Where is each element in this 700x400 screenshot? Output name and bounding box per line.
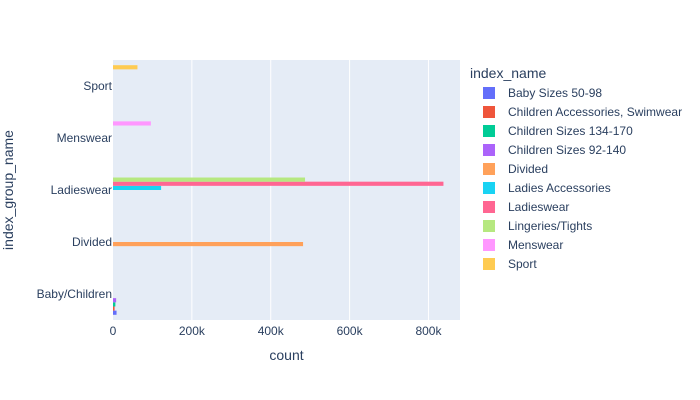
x-tick-labels: 0 200k 400k 600k 800k: [110, 324, 443, 338]
legend-swatch[interactable]: [483, 144, 495, 156]
y-axis-title: index_group_name: [0, 130, 16, 250]
legend-swatch[interactable]: [483, 163, 495, 175]
legend-label[interactable]: Children Sizes 134-170: [508, 124, 633, 138]
legend-label[interactable]: Menswear: [508, 238, 563, 252]
x-tick-label: 800k: [415, 324, 442, 338]
legend-swatch[interactable]: [483, 220, 495, 232]
legend-swatch[interactable]: [483, 182, 495, 194]
legend-label[interactable]: Divided: [508, 162, 548, 176]
bar[interactable]: [113, 181, 444, 186]
legend-swatch[interactable]: [483, 125, 495, 137]
legend-swatch[interactable]: [483, 201, 495, 213]
bar[interactable]: [113, 310, 117, 315]
legend-label[interactable]: Baby Sizes 50-98: [508, 86, 602, 100]
y-tick-label: Sport: [83, 79, 112, 93]
bar[interactable]: [113, 185, 162, 190]
legend-swatch[interactable]: [483, 87, 495, 99]
bar[interactable]: [113, 302, 116, 307]
legend: Baby Sizes 50-98 Children Accessories, Sw…: [483, 86, 682, 271]
legend-label[interactable]: Lingeries/Tights: [508, 219, 592, 233]
y-tick-label: Ladieswear: [51, 183, 112, 197]
legend-title: index_name: [470, 65, 546, 81]
x-tick-label: 0: [110, 324, 117, 338]
y-tick-label: Baby/Children: [37, 287, 112, 301]
x-tick-label: 600k: [337, 324, 364, 338]
legend-swatch[interactable]: [483, 106, 495, 118]
bar[interactable]: [113, 306, 115, 311]
legend-label[interactable]: Sport: [508, 257, 537, 271]
bar[interactable]: [113, 121, 151, 126]
x-tick-label: 200k: [179, 324, 206, 338]
legend-swatch[interactable]: [483, 258, 495, 270]
y-tick-label: Divided: [72, 235, 112, 249]
bars: [113, 65, 444, 315]
legend-label[interactable]: Ladieswear: [508, 200, 569, 214]
legend-label[interactable]: Children Sizes 92-140: [508, 143, 626, 157]
legend-swatch[interactable]: [483, 239, 495, 251]
x-tick-label: 400k: [258, 324, 285, 338]
grid-lines: [191, 60, 429, 320]
y-tick-label: Menswear: [57, 131, 112, 145]
legend-label[interactable]: Ladies Accessories: [508, 181, 611, 195]
y-tick-labels: Baby/Children Divided Ladieswear Menswear Sp…: [37, 79, 113, 301]
legend-label[interactable]: Children Accessories, Swimwear: [508, 105, 682, 119]
bar[interactable]: [113, 242, 304, 247]
bar[interactable]: [113, 177, 306, 182]
bar[interactable]: [113, 65, 138, 70]
x-axis-title: count: [269, 347, 303, 363]
plot-background: [113, 60, 460, 320]
bar[interactable]: [113, 298, 117, 303]
